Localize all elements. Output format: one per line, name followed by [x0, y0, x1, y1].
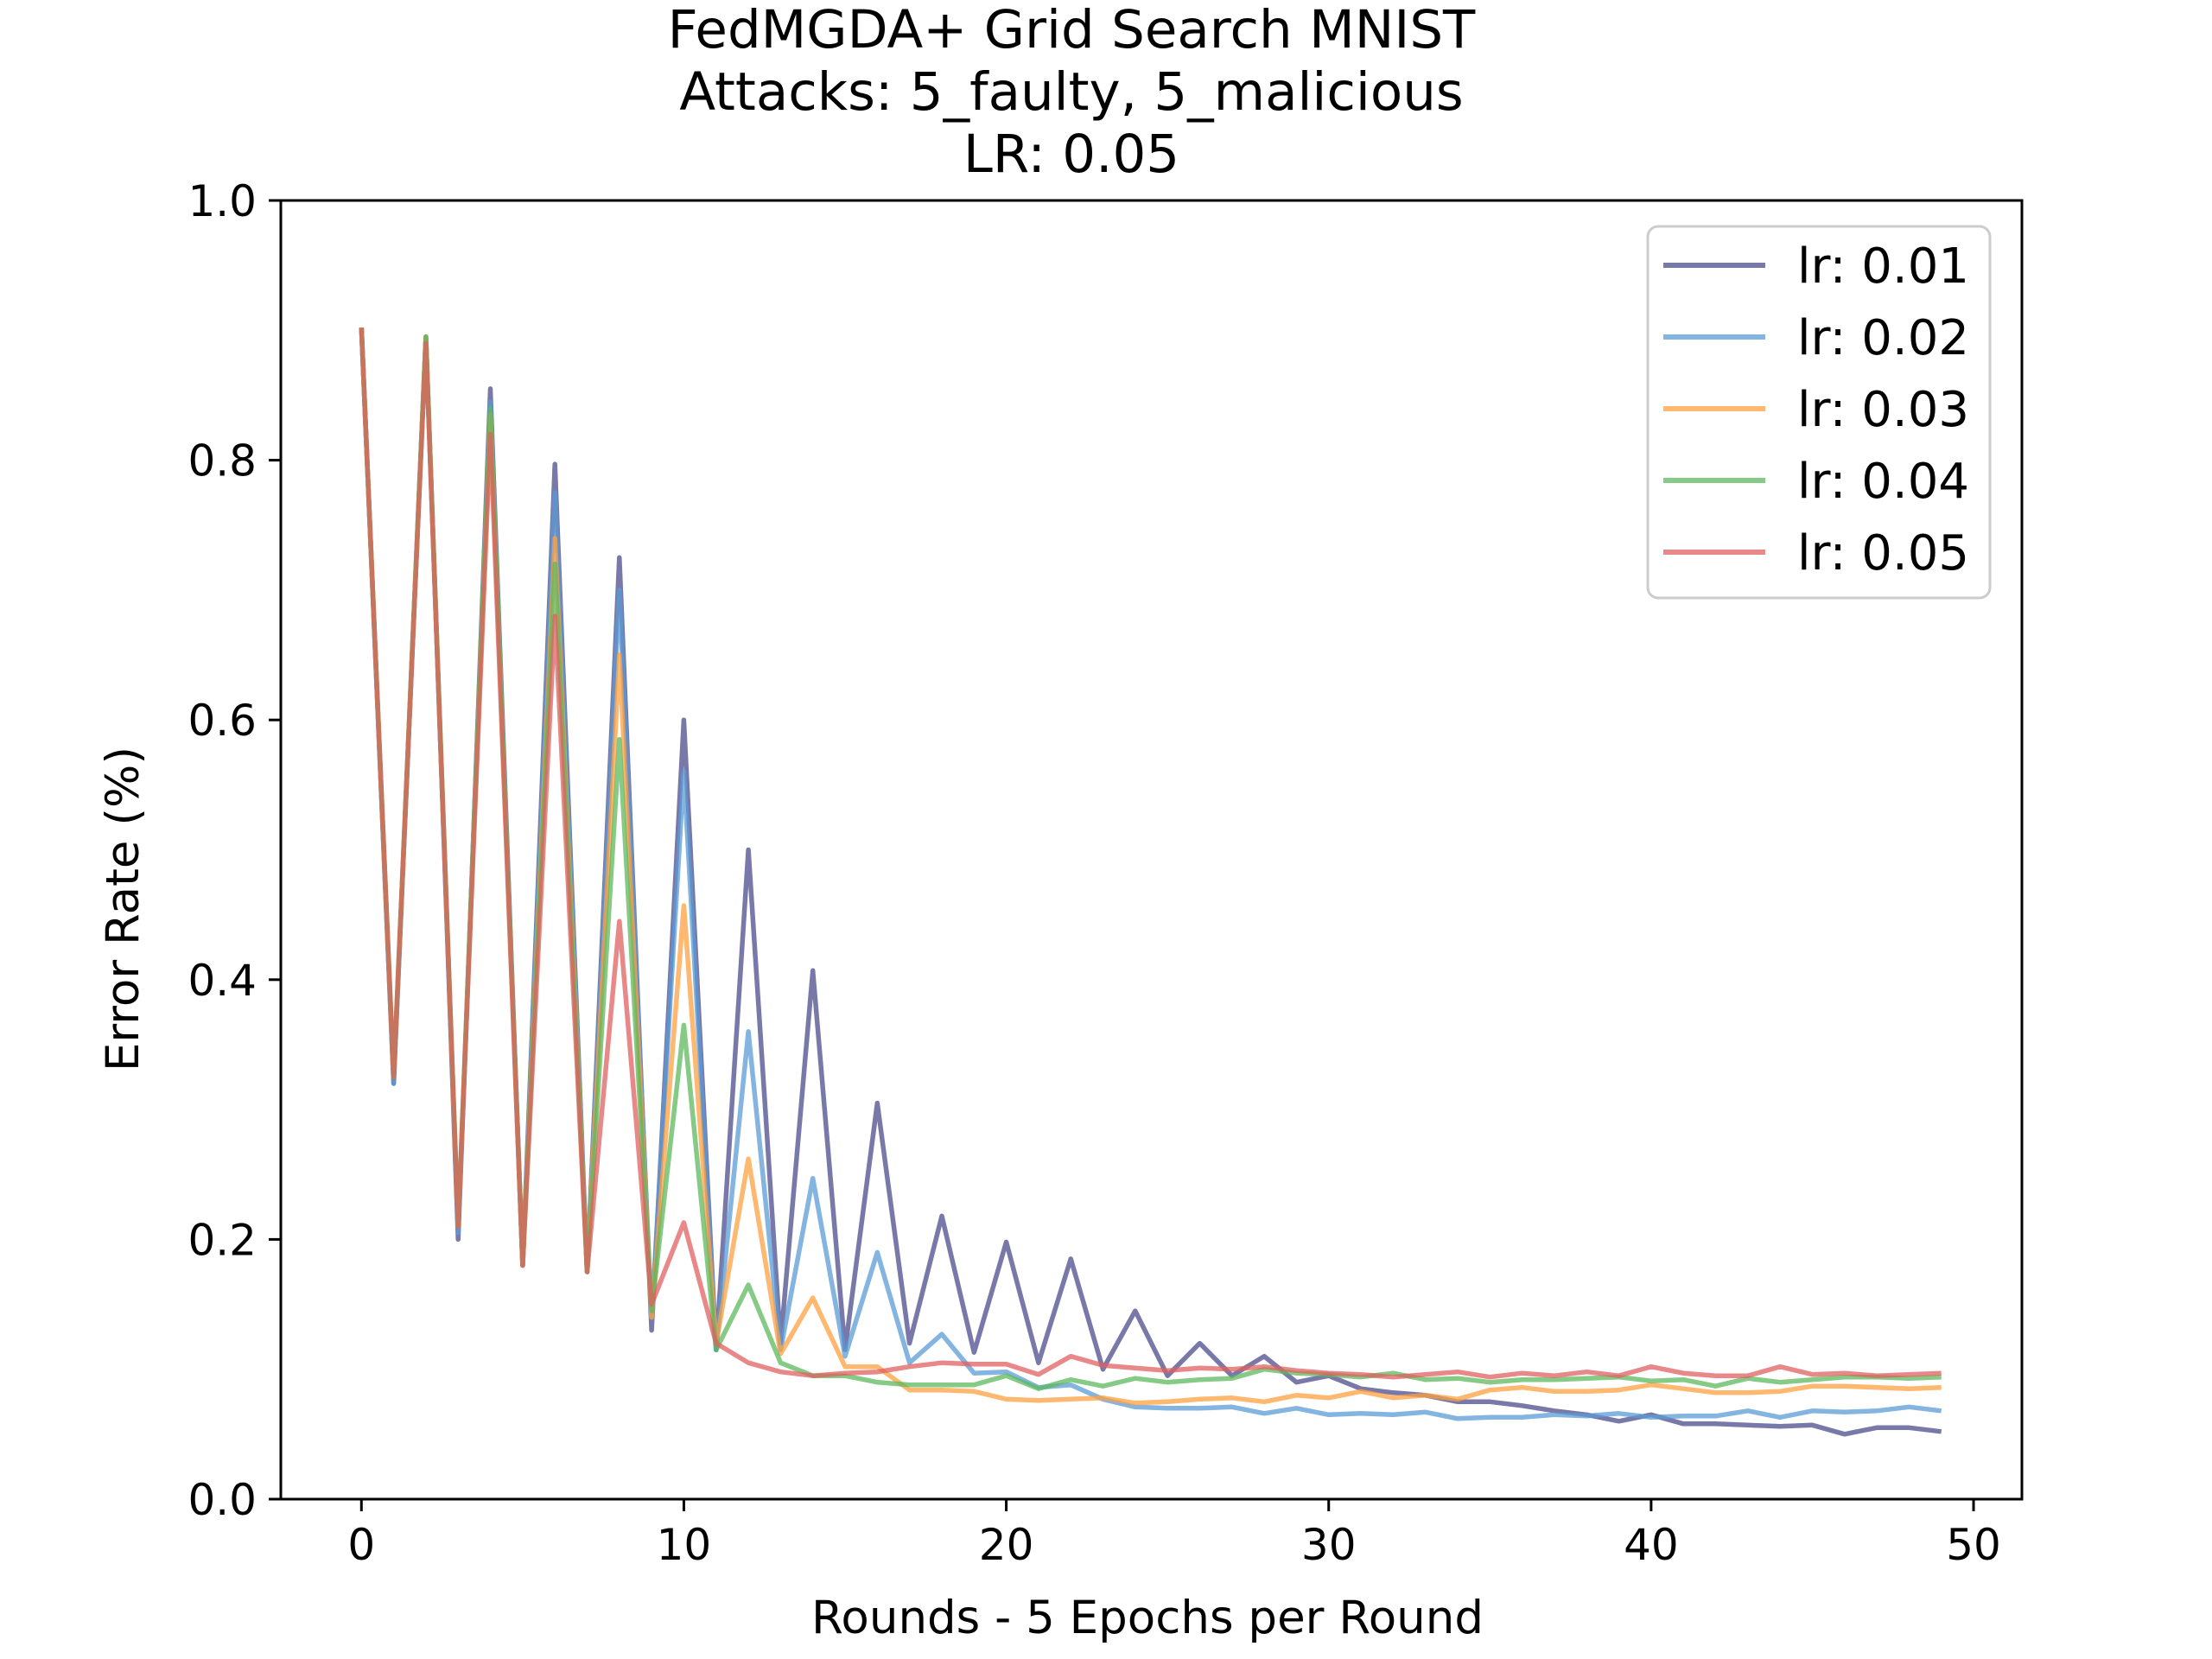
legend-label-3: lr: 0.03: [1797, 382, 1969, 438]
legend: lr: 0.01 lr: 0.02 lr: 0.03 lr: 0.04 lr: 0.05: [1646, 225, 1992, 600]
series-line-4: [359, 327, 1942, 1391]
y-axis: 0.0 0.2 0.4 0.6 0.8 1.0: [188, 176, 281, 1525]
title-line-3: LR: 0.05: [963, 124, 1179, 185]
x-tick-label: 40: [1624, 1520, 1679, 1570]
x-tick-label: 50: [1946, 1520, 2001, 1570]
y-tick-label: 0.4: [188, 956, 257, 1006]
series-line-3: [359, 327, 1942, 1406]
y-tick-label: 0.0: [188, 1475, 257, 1525]
y-tick-label: 1.0: [188, 176, 257, 226]
title-line-1: FedMGDA+ Grid Search MNIST: [668, 0, 1476, 60]
y-axis-label: Error Rate (%): [97, 747, 149, 1071]
x-tick-label: 20: [979, 1520, 1034, 1570]
series-line-5: [359, 327, 1942, 1380]
legend-label-1: lr: 0.01: [1797, 238, 1969, 295]
legend-box: [1646, 225, 1992, 600]
title-line-2: Attacks: 5_faulty, 5_malicious: [679, 61, 1463, 123]
plot-area-frame: [279, 199, 2024, 1501]
x-tick-label: 30: [1301, 1520, 1357, 1570]
legend-label-5: lr: 0.05: [1797, 525, 1969, 582]
x-tick-label: 10: [657, 1520, 712, 1570]
chart-title: FedMGDA+ Grid Search MNIST Attacks: 5_fa…: [668, 0, 1476, 185]
x-axis-label: Rounds - 5 Epochs per Round: [811, 1592, 1484, 1644]
y-tick-label: 0.2: [188, 1215, 257, 1265]
legend-label-2: lr: 0.02: [1797, 310, 1969, 366]
x-axis: 0 10 20 30 40 50: [347, 1499, 2001, 1570]
y-tick-label: 0.6: [188, 696, 257, 746]
series-line-2: [359, 327, 1942, 1421]
y-tick-label: 0.8: [188, 436, 257, 486]
series-layer: [359, 327, 1942, 1437]
x-tick-label: 0: [347, 1520, 375, 1570]
legend-label-4: lr: 0.04: [1797, 454, 1969, 510]
